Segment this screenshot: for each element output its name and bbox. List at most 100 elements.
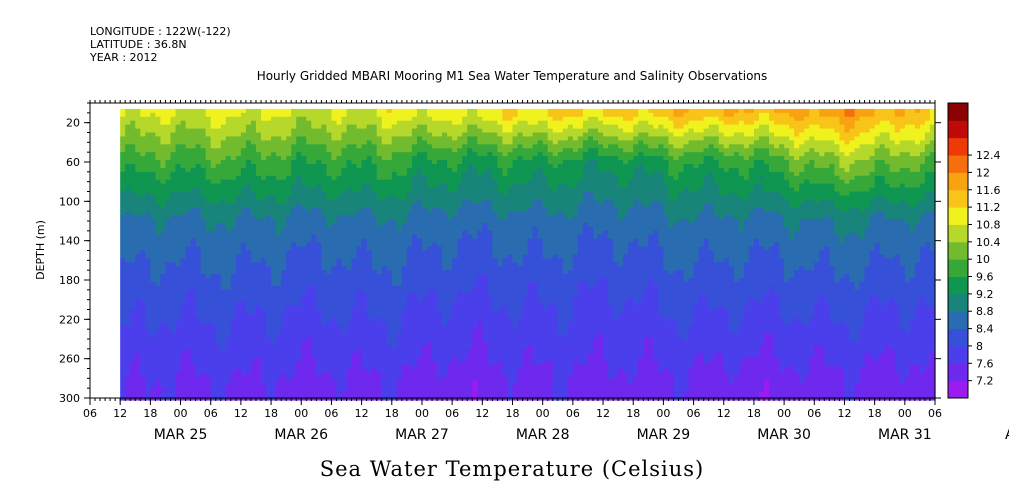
heatmap-cell bbox=[150, 219, 156, 224]
heatmap-cell bbox=[130, 309, 136, 315]
heatmap-cell bbox=[165, 120, 172, 126]
heatmap-cell bbox=[140, 352, 146, 358]
heatmap-cell bbox=[281, 167, 287, 173]
heatmap-cell bbox=[361, 266, 368, 271]
heatmap-cell bbox=[145, 289, 151, 295]
heatmap-plot-area bbox=[120, 108, 936, 401]
heatmap-cell bbox=[351, 163, 358, 169]
heatmap-cell bbox=[396, 219, 403, 224]
heatmap-cell bbox=[421, 112, 428, 118]
heatmap-cell bbox=[140, 179, 146, 185]
heatmap-cell bbox=[175, 211, 182, 216]
heatmap-cell bbox=[336, 242, 343, 248]
heatmap-cell bbox=[220, 329, 227, 334]
heatmap-cell bbox=[180, 305, 187, 311]
heatmap-cell bbox=[326, 175, 333, 181]
heatmap-cell bbox=[416, 313, 423, 318]
heatmap-cell bbox=[180, 313, 187, 318]
heatmap-cell bbox=[150, 297, 156, 303]
heatmap-cell bbox=[165, 230, 172, 236]
heatmap-cell bbox=[276, 274, 282, 279]
heatmap-cell bbox=[255, 108, 262, 114]
heatmap-cell bbox=[447, 230, 453, 236]
heatmap-cell bbox=[255, 266, 262, 271]
heatmap-cell bbox=[135, 281, 141, 287]
heatmap-cell bbox=[125, 222, 131, 228]
heatmap-cell bbox=[220, 258, 227, 263]
heatmap-cell bbox=[411, 270, 418, 275]
heatmap-cell bbox=[281, 262, 287, 267]
heatmap-cell bbox=[145, 211, 151, 216]
heatmap-cell bbox=[145, 226, 151, 232]
heatmap-cell bbox=[447, 270, 453, 275]
heatmap-cell bbox=[437, 219, 443, 224]
heatmap-cell bbox=[140, 203, 146, 208]
heatmap-cell bbox=[185, 344, 192, 350]
heatmap-cell bbox=[155, 195, 162, 200]
heatmap-cell bbox=[185, 234, 192, 240]
heatmap-cell bbox=[155, 388, 162, 393]
heatmap-cell bbox=[411, 132, 418, 138]
heatmap-cell bbox=[311, 219, 317, 224]
heatmap-cell bbox=[150, 120, 156, 126]
heatmap-cell bbox=[331, 313, 338, 318]
heatmap-cell bbox=[386, 132, 393, 138]
heatmap-cell bbox=[180, 156, 187, 161]
heatmap-cell bbox=[210, 384, 217, 389]
heatmap-cell bbox=[155, 246, 162, 252]
heatmap-cell bbox=[230, 305, 237, 311]
heatmap-cell bbox=[371, 160, 378, 165]
heatmap-cell bbox=[291, 293, 297, 299]
heatmap-cell bbox=[421, 230, 428, 236]
heatmap-cell bbox=[426, 333, 433, 338]
heatmap-cell bbox=[235, 388, 242, 393]
heatmap-cell bbox=[266, 305, 272, 311]
heatmap-cell bbox=[426, 230, 433, 236]
heatmap-cell bbox=[361, 337, 368, 342]
heatmap-cell bbox=[130, 160, 136, 165]
heatmap-cell bbox=[356, 211, 363, 216]
heatmap-cell bbox=[155, 333, 162, 338]
heatmap-cell bbox=[180, 183, 187, 189]
heatmap-cell bbox=[457, 215, 463, 220]
heatmap-cell bbox=[437, 226, 443, 232]
heatmap-cell bbox=[447, 132, 453, 138]
heatmap-cell bbox=[210, 344, 217, 350]
heatmap-cell bbox=[306, 144, 312, 149]
heatmap-cell bbox=[321, 160, 327, 165]
heatmap-cell bbox=[185, 128, 192, 134]
heatmap-cell bbox=[371, 364, 378, 370]
heatmap-cell bbox=[185, 183, 192, 189]
heatmap-cell bbox=[125, 333, 131, 338]
heatmap-cell bbox=[286, 309, 292, 315]
heatmap-cell bbox=[421, 179, 428, 185]
heatmap-cell bbox=[331, 376, 338, 381]
heatmap-cell bbox=[200, 230, 207, 236]
heatmap-cell bbox=[411, 195, 418, 200]
heatmap-cell bbox=[271, 388, 277, 393]
heatmap-cell bbox=[185, 108, 192, 114]
heatmap-cell bbox=[170, 278, 177, 283]
heatmap-cell bbox=[220, 211, 227, 216]
heatmap-cell bbox=[396, 128, 403, 134]
heatmap-cell bbox=[271, 226, 277, 232]
heatmap-cell bbox=[175, 258, 182, 263]
heatmap-cell bbox=[225, 250, 232, 256]
heatmap-cell bbox=[276, 136, 282, 141]
heatmap-cell bbox=[351, 270, 358, 275]
heatmap-cell bbox=[205, 360, 212, 366]
heatmap-cell bbox=[311, 297, 317, 303]
heatmap-cell bbox=[160, 337, 167, 342]
heatmap-cell bbox=[321, 144, 327, 149]
heatmap-cell bbox=[361, 333, 368, 338]
heatmap-cell bbox=[401, 234, 408, 240]
heatmap-cell bbox=[155, 120, 162, 126]
heatmap-cell bbox=[411, 234, 418, 240]
heatmap-cell bbox=[235, 313, 242, 318]
heatmap-cell bbox=[225, 297, 232, 303]
heatmap-cell bbox=[457, 175, 463, 181]
heatmap-cell bbox=[406, 242, 413, 248]
heatmap-cell bbox=[120, 356, 126, 362]
heatmap-cell bbox=[442, 124, 448, 130]
